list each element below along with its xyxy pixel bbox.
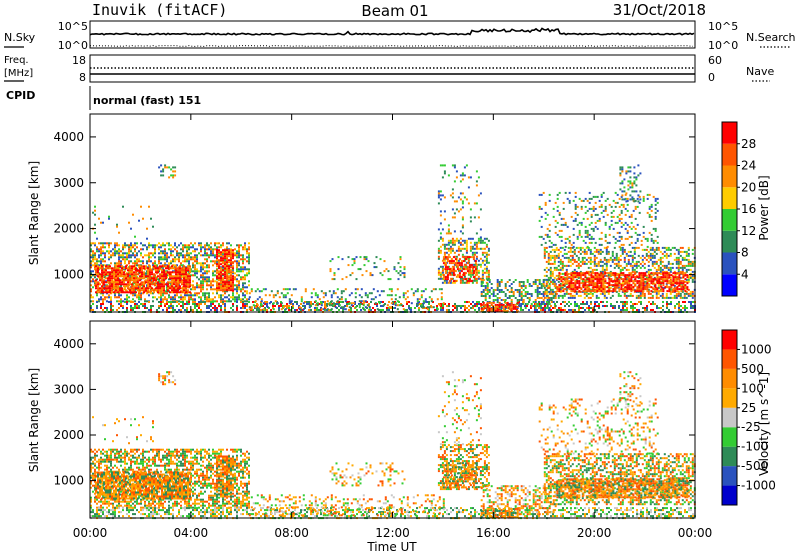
colorbar-tick-label: 20 bbox=[741, 180, 756, 194]
nsky-tick-top: 10^5 bbox=[58, 20, 88, 33]
colorbar-tick-label: 25 bbox=[741, 401, 756, 415]
colorbar-tick-label: 28 bbox=[741, 137, 756, 151]
colorbar-tick-label: -25 bbox=[741, 420, 761, 434]
colorbar-segment bbox=[722, 330, 737, 350]
colorbar-segment bbox=[722, 143, 737, 166]
velocity-ylabel: Slant Range [km] bbox=[27, 368, 41, 472]
ytick-label: 2000 bbox=[53, 428, 84, 442]
colorbar-tick-label: -1000 bbox=[741, 479, 776, 493]
freq-label: Freq. bbox=[4, 55, 29, 66]
xtick-label: 00:00 bbox=[73, 526, 108, 540]
velocity-colorbar: 1000 500 100 25 -25 -100 -500 -1000 bbox=[721, 329, 776, 506]
power-colorbar: 28 24 20 16 12 8 4 bbox=[721, 121, 756, 297]
velocity-colorbar-label: Velocity [m s^-1] bbox=[757, 372, 771, 476]
power-ylabel: Slant Range [km] bbox=[27, 161, 41, 265]
colorbar-segment bbox=[722, 349, 737, 369]
power-colorbar-label: Power [dB] bbox=[757, 175, 771, 240]
nave-tick-top: 60 bbox=[708, 54, 722, 67]
colorbar-segment bbox=[722, 388, 737, 408]
nsky-tick-bottom: 10^0 bbox=[58, 39, 88, 52]
colorbar-tick-label: 24 bbox=[741, 159, 756, 173]
xtick-label: 12:00 bbox=[375, 526, 410, 540]
x-axis-label: Time UT bbox=[366, 540, 417, 554]
colorbar-segment bbox=[722, 407, 737, 428]
station-title: Inuvik (fitACF) bbox=[92, 1, 227, 19]
freq-tick-top: 18 bbox=[72, 54, 86, 67]
power-scatter bbox=[90, 164, 696, 313]
xtick-label: 20:00 bbox=[577, 526, 612, 540]
colorbar-segment bbox=[722, 122, 737, 144]
xtick-label: 08:00 bbox=[274, 526, 309, 540]
nave-label: Nave bbox=[746, 65, 774, 78]
xtick-label: 04:00 bbox=[174, 526, 209, 540]
velocity-scatter bbox=[90, 371, 696, 520]
ytick-label: 4000 bbox=[53, 130, 84, 144]
colorbar-tick-label: -100 bbox=[741, 440, 768, 454]
ytick-label: 2000 bbox=[53, 222, 84, 236]
date-title: 31/Oct/2018 bbox=[613, 1, 706, 19]
colorbar-tick-label: -500 bbox=[741, 459, 768, 473]
nsearch-label: N.Search bbox=[746, 31, 796, 44]
colorbar-tick-label: 4 bbox=[741, 267, 749, 281]
colorbar-tick-label: 16 bbox=[741, 202, 756, 216]
colorbar-segment bbox=[722, 427, 737, 447]
nsearch-tick-bottom: 10^0 bbox=[708, 39, 738, 52]
nsearch-tick-top: 10^5 bbox=[708, 20, 738, 33]
colorbar-segment bbox=[722, 485, 737, 505]
colorbar-segment bbox=[722, 187, 737, 209]
freq-unit-label: [MHz] bbox=[4, 68, 33, 79]
colorbar-tick-label: 12 bbox=[741, 224, 756, 238]
colorbar-segment bbox=[722, 230, 737, 253]
colorbar-tick-label: 1000 bbox=[741, 342, 772, 356]
nave-tick-bottom: 0 bbox=[708, 71, 715, 84]
colorbar-segment bbox=[722, 446, 737, 467]
freq-tick-bottom: 8 bbox=[79, 71, 86, 84]
ytick-label: 3000 bbox=[53, 176, 84, 190]
nsky-label: N.Sky bbox=[4, 31, 36, 44]
ytick-label: 1000 bbox=[53, 474, 84, 488]
cpid-label: CPID bbox=[6, 89, 35, 102]
colorbar-tick-label: 8 bbox=[741, 246, 749, 260]
xtick-label: 00:00 bbox=[678, 526, 713, 540]
nsky-series bbox=[89, 27, 695, 36]
ytick-label: 1000 bbox=[53, 267, 84, 281]
ytick-label: 3000 bbox=[53, 382, 84, 396]
nsearch-series bbox=[90, 45, 694, 47]
colorbar-segment bbox=[722, 274, 737, 296]
colorbar-segment bbox=[722, 252, 737, 275]
colorbar-frame bbox=[721, 329, 738, 506]
colorbar-segment bbox=[722, 209, 737, 231]
beam-title: Beam 01 bbox=[361, 2, 428, 20]
colorbar-tick-label: 100 bbox=[741, 381, 764, 395]
colorbar-segment bbox=[722, 368, 737, 389]
colorbar-segment bbox=[722, 165, 737, 188]
ytick-label: 4000 bbox=[53, 337, 84, 351]
xtick-label: 16:00 bbox=[476, 526, 511, 540]
cpid-mode: normal (fast) 151 bbox=[93, 94, 201, 107]
colorbar-tick-label: 500 bbox=[741, 362, 764, 376]
colorbar-segment bbox=[722, 466, 737, 486]
